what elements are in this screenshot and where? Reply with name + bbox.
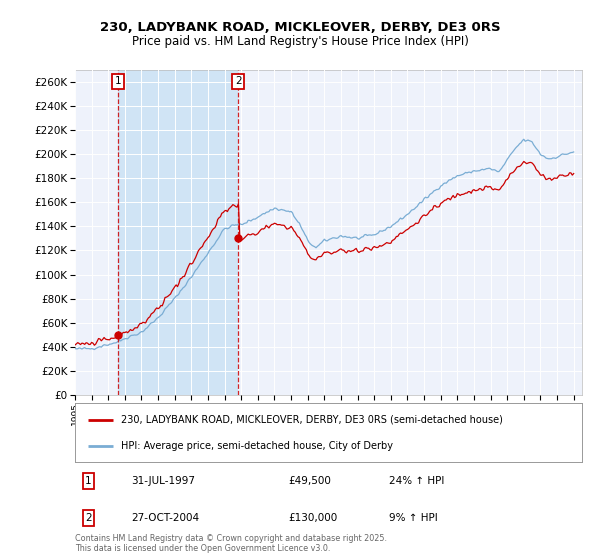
Text: 1: 1 — [85, 476, 92, 486]
Text: HPI: Average price, semi-detached house, City of Derby: HPI: Average price, semi-detached house,… — [121, 441, 392, 451]
Text: 27-OCT-2004: 27-OCT-2004 — [131, 513, 199, 523]
Text: 24% ↑ HPI: 24% ↑ HPI — [389, 476, 445, 486]
Text: 9% ↑ HPI: 9% ↑ HPI — [389, 513, 438, 523]
Text: Contains HM Land Registry data © Crown copyright and database right 2025.
This d: Contains HM Land Registry data © Crown c… — [75, 534, 387, 553]
Text: 230, LADYBANK ROAD, MICKLEOVER, DERBY, DE3 0RS: 230, LADYBANK ROAD, MICKLEOVER, DERBY, D… — [100, 21, 500, 34]
Text: 31-JUL-1997: 31-JUL-1997 — [131, 476, 195, 486]
Text: 2: 2 — [85, 513, 92, 523]
Text: 1: 1 — [115, 77, 121, 86]
Text: 230, LADYBANK ROAD, MICKLEOVER, DERBY, DE3 0RS (semi-detached house): 230, LADYBANK ROAD, MICKLEOVER, DERBY, D… — [121, 414, 503, 424]
Text: £49,500: £49,500 — [288, 476, 331, 486]
Text: £130,000: £130,000 — [288, 513, 337, 523]
Text: 2: 2 — [235, 77, 242, 86]
Bar — [118, 70, 238, 395]
Text: Price paid vs. HM Land Registry's House Price Index (HPI): Price paid vs. HM Land Registry's House … — [131, 35, 469, 48]
